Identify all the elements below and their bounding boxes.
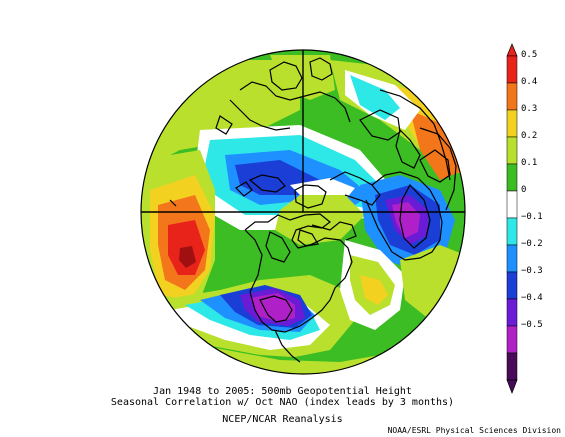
map-border	[140, 49, 466, 375]
graticule	[141, 50, 465, 213]
colorbar-cell	[506, 325, 518, 354]
colorbar-cell	[506, 55, 518, 84]
colorbar-tick-label: −0.3	[521, 266, 543, 276]
colorbar-cell	[506, 244, 518, 273]
colorbar-cell	[506, 271, 518, 300]
caption-source: NCEP/NCAR Reanalysis	[222, 414, 343, 425]
colorbar-cell	[506, 217, 518, 246]
colorbar-tick-label: 0.5	[521, 50, 538, 60]
colorbar-bottom-arrow	[506, 379, 518, 394]
colorbar-cell	[506, 190, 518, 219]
caption-subtitle: Seasonal Correlation w/ Oct NAO (index l…	[110, 397, 455, 408]
colorbar-tick-label: −0.4	[521, 293, 543, 303]
coastlines	[169, 57, 457, 363]
colorbar-cell	[506, 136, 518, 165]
colorbar-cell	[506, 163, 518, 192]
colorbar-tick-label: −0.5	[521, 320, 543, 330]
colorbar	[506, 43, 518, 394]
colorbar-cell	[506, 109, 518, 138]
colorbar-cell	[506, 298, 518, 327]
credit-text: NOAA/ESRL Physical Sciences Division	[387, 426, 561, 435]
colorbar-tick-label: 0.4	[521, 77, 538, 87]
colorbar-tick-label: 0.2	[521, 131, 538, 141]
colorbar-tick-label: −0.2	[521, 239, 543, 249]
colorbar-cell	[506, 352, 518, 381]
colorbar-top-arrow	[506, 43, 518, 57]
colorbar-tick-label: 0	[521, 185, 527, 195]
caption-title: Jan 1948 to 2005: 500mb Geopotential Hei…	[153, 386, 412, 397]
colorbar-tick-label: 0.1	[521, 158, 538, 168]
colorbar-tick-label: 0.3	[521, 104, 538, 114]
colorbar-tick-label: −0.1	[521, 212, 543, 222]
colorbar-cell	[506, 82, 518, 111]
